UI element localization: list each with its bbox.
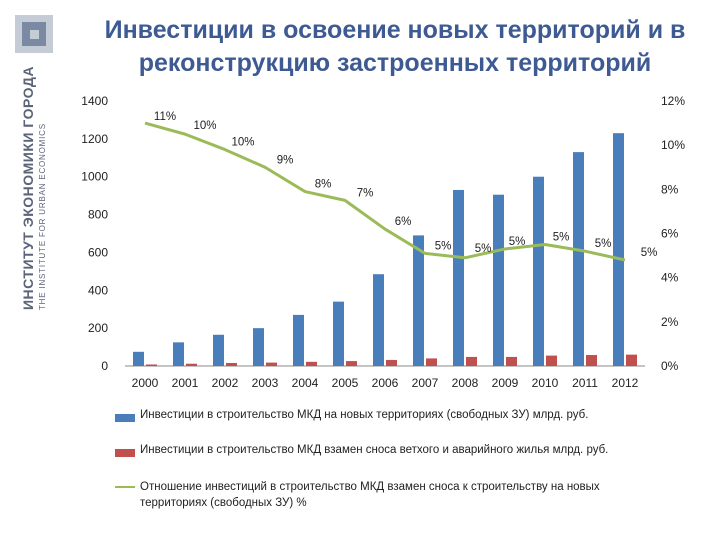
y-tick-label: 400 (88, 283, 108, 297)
x-tick-label: 2002 (212, 376, 239, 390)
x-tick-label: 2006 (372, 376, 399, 390)
x-tick-label: 2004 (292, 376, 319, 390)
ratio-data-label: 5% (475, 243, 492, 255)
bar-new-territories (573, 152, 584, 366)
legend-label-bar1: Инвестиции в строительство МКД на новых … (140, 409, 589, 421)
ratio-data-label: 11% (154, 111, 176, 123)
y-tick-label: 1400 (81, 94, 108, 108)
ratio-data-label: 10% (193, 120, 216, 132)
x-tick-label: 2009 (492, 376, 519, 390)
bar-demolition (386, 359, 397, 366)
bar-demolition (586, 355, 597, 366)
bar-new-territories (493, 194, 504, 366)
y-tick-label: 0 (101, 359, 108, 373)
bar-new-territories (613, 133, 624, 366)
bar-demolition (306, 361, 317, 366)
x-tick-label: 2001 (172, 376, 199, 390)
bar-new-territories (133, 351, 144, 366)
y-tick-label: 1200 (81, 132, 108, 146)
y-tick-label: 600 (88, 245, 108, 259)
ratio-data-label: 5% (509, 236, 526, 248)
bar-new-territories (533, 176, 544, 366)
legend-swatch-bar2 (115, 449, 135, 457)
bar-new-territories (453, 189, 464, 366)
ratio-data-label: 5% (553, 232, 570, 244)
bar-demolition (226, 362, 237, 366)
x-tick-label: 2011 (572, 376, 598, 390)
x-tick-label: 2012 (612, 376, 639, 390)
y2-tick-label: 0% (661, 359, 679, 373)
legend-swatch-bar1 (115, 414, 135, 422)
legend-label-bar2: Инвестиции в строительство МКД взамен сн… (140, 444, 609, 456)
y2-tick-label: 10% (661, 138, 685, 152)
bar-new-territories (173, 342, 184, 366)
x-tick-label: 2003 (252, 376, 279, 390)
bar-new-territories (213, 334, 224, 366)
y2-tick-label: 8% (661, 182, 679, 196)
ratio-data-label: 5% (641, 247, 658, 259)
y2-tick-label: 12% (661, 94, 685, 108)
bar-new-territories (333, 301, 344, 366)
x-tick-label: 2010 (532, 376, 559, 390)
bar-demolition (426, 358, 437, 366)
legend-label-line: Отношение инвестиций в строительство МКД… (140, 479, 600, 511)
legend-label-line-2: территориях (свободных ЗУ) % (140, 497, 307, 509)
ratio-line (144, 121, 626, 262)
y2-tick-label: 4% (661, 271, 679, 285)
y-tick-label: 200 (88, 321, 108, 335)
bar-demolition (466, 356, 477, 366)
x-tick-label: 2007 (412, 376, 439, 390)
bar-demolition (626, 354, 637, 366)
y-tick-label: 1000 (81, 170, 108, 184)
ratio-data-label: 7% (357, 187, 374, 199)
legend-swatch-line (115, 486, 135, 488)
x-tick-label: 2005 (332, 376, 359, 390)
x-tick-label: 2000 (132, 376, 159, 390)
bar-new-territories (293, 314, 304, 366)
bar-new-territories (373, 274, 384, 366)
ratio-data-label: 10% (231, 137, 254, 149)
ratio-data-label: 5% (595, 238, 612, 250)
bar-demolition (266, 362, 277, 366)
legend-label-line-1: Отношение инвестиций в строительство МКД… (140, 481, 600, 493)
y2-tick-label: 2% (661, 315, 679, 329)
bar-demolition (506, 356, 517, 366)
ratio-data-label: 6% (395, 216, 412, 228)
bar-new-territories (253, 328, 264, 366)
ratio-data-label: 9% (277, 154, 294, 166)
ratio-data-label: 5% (435, 240, 452, 252)
bar-demolition (346, 361, 357, 366)
page-title: Инвестиции в освоение новых территорий и… (104, 16, 686, 77)
y-tick-label: 800 (88, 208, 108, 222)
x-tick-label: 2008 (452, 376, 479, 390)
bar-new-territories (413, 235, 424, 366)
bar-demolition (186, 363, 197, 366)
logo (15, 15, 53, 53)
ratio-data-label: 8% (315, 179, 332, 191)
bar-demolition (546, 355, 557, 366)
y2-tick-label: 6% (661, 227, 679, 241)
bar-demolition (146, 364, 157, 366)
